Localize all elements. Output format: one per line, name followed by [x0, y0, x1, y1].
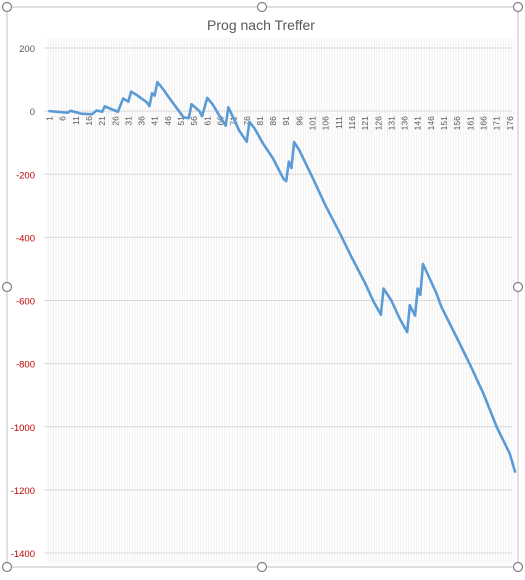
x-tick-label: 136: [400, 116, 410, 130]
x-tick-label: 36: [137, 116, 147, 126]
y-tick-label: -400: [16, 233, 35, 244]
x-tick-label: 21: [97, 116, 107, 126]
y-tick-label: 200: [19, 44, 35, 55]
y-tick-label: 0: [30, 107, 35, 118]
x-tick-label: 1: [45, 116, 55, 121]
x-tick-label: 31: [123, 116, 133, 126]
x-tick-label: 111: [334, 116, 344, 129]
x-tick-label: 61: [202, 116, 212, 126]
x-tick-label: 91: [281, 116, 291, 126]
x-tick-label: 151: [439, 116, 449, 130]
y-tick-label: -1000: [11, 423, 35, 434]
resize-handle[interactable]: [1, 561, 13, 573]
resize-handle[interactable]: [256, 1, 268, 13]
x-tick-label: 76: [242, 116, 252, 126]
x-tick-label: 86: [268, 116, 278, 126]
horizontal-gridlines: [44, 47, 512, 554]
x-tick-label: 101: [308, 116, 318, 130]
x-tick-label: 126: [373, 116, 383, 130]
series-line: [48, 80, 517, 473]
x-axis-tick-labels: 1 6 11 16 21 26 31 36 41 46 51 56 61 66 71 76 81 86 91 96 10…: [45, 116, 515, 130]
x-tick-label: 26: [110, 116, 120, 126]
series-group: [48, 80, 517, 473]
x-tick-label: 131: [386, 116, 396, 130]
y-tick-label: -200: [16, 170, 35, 181]
y-tick-label: -1400: [11, 549, 35, 560]
y-tick-label: -600: [16, 297, 35, 308]
x-tick-label: 146: [426, 116, 436, 130]
resize-handle[interactable]: [1, 281, 13, 293]
x-tick-label: 96: [294, 116, 304, 126]
x-tick-label: 16: [84, 116, 94, 126]
x-tick-label: 166: [478, 116, 488, 130]
resize-handle[interactable]: [512, 561, 524, 573]
x-tick-label: 66: [215, 116, 225, 126]
resize-handle[interactable]: [512, 1, 524, 13]
y-tick-label: -1200: [11, 486, 35, 497]
x-tick-label: 6: [58, 116, 68, 121]
x-tick-label: 106: [321, 116, 331, 130]
x-tick-label: 41: [150, 116, 160, 126]
x-tick-label: 161: [465, 116, 475, 130]
x-tick-label: 116: [347, 116, 357, 130]
resize-handle[interactable]: [256, 561, 268, 573]
chart-title: Prog nach Treffer: [207, 17, 315, 33]
x-tick-label: 81: [255, 116, 265, 126]
x-tick-label: 11: [71, 116, 81, 125]
resize-handle[interactable]: [512, 281, 524, 293]
y-axis-tick-labels: 200 0 -200 -400 -600 -800 -1000 -1200 -1400: [11, 44, 35, 560]
x-tick-label: 51: [176, 116, 186, 126]
x-tick-label: 56: [189, 116, 199, 126]
x-tick-label: 121: [360, 116, 370, 130]
x-tick-label: 176: [505, 116, 515, 130]
x-tick-label: 46: [163, 116, 173, 126]
resize-handle[interactable]: [1, 1, 13, 13]
x-tick-label: 141: [413, 116, 423, 130]
x-tick-label: 171: [492, 116, 502, 130]
x-tick-label: 156: [452, 116, 462, 130]
y-tick-label: -800: [16, 360, 35, 371]
